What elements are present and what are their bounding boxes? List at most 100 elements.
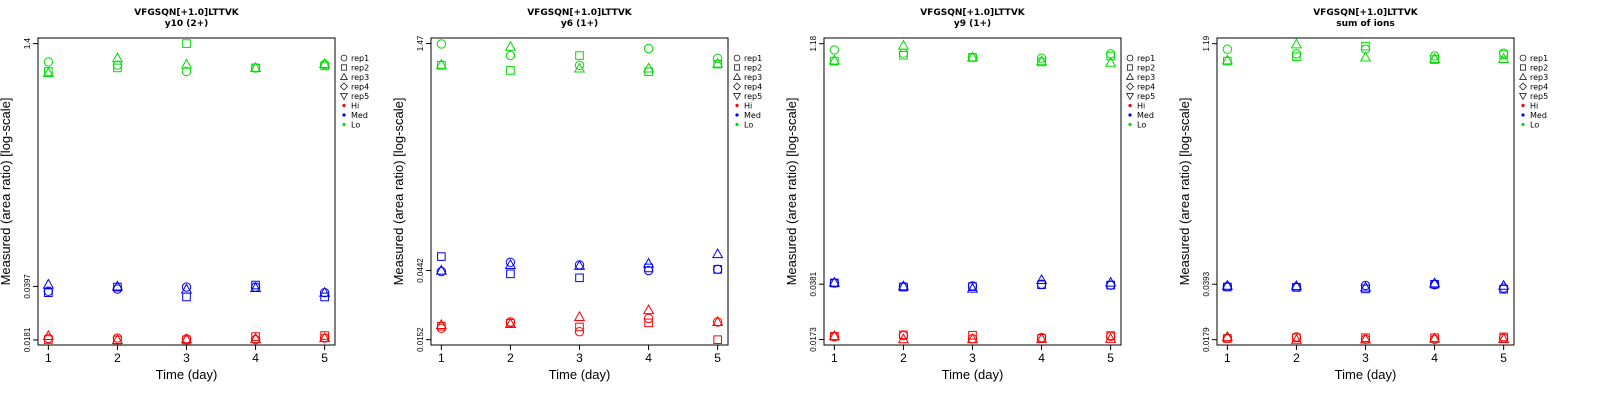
data-point-med — [1359, 281, 1372, 292]
data-point-hi — [182, 335, 191, 345]
legend-swatch — [342, 122, 346, 127]
data-point-hi — [574, 326, 585, 337]
data-point-lo — [504, 40, 517, 51]
legend-label: Med — [1530, 111, 1547, 120]
data-point-hi — [1428, 332, 1441, 343]
data-point-med — [899, 282, 908, 292]
chart-title: VFGSQN[+1.0]LTTVK — [527, 8, 633, 18]
data-point-hi — [643, 313, 654, 324]
data-point-lo — [506, 66, 515, 75]
data-point-med — [966, 282, 979, 293]
data-point-med — [251, 280, 260, 290]
data-point-med — [320, 292, 329, 302]
data-point-lo — [1106, 51, 1115, 61]
legend-swatch — [342, 103, 346, 108]
data-point-med — [574, 260, 585, 270]
x-axis-label: Time (day) — [942, 367, 1004, 382]
legend-label: rep4 — [1137, 83, 1155, 92]
y-axis-label: Measured (area ratio) [log-scale] — [391, 98, 406, 286]
legend-marker — [340, 64, 348, 71]
data-point-hi — [642, 304, 655, 315]
x-tick-label: 5 — [714, 351, 721, 365]
data-point-med — [1035, 273, 1048, 285]
legend-label: rep4 — [1530, 83, 1548, 92]
chart-title: VFGSQN[+1.0]LTTVK — [134, 8, 240, 18]
legend-marker — [1126, 54, 1134, 62]
y-axis-label: Measured (area ratio) [log-scale] — [784, 98, 799, 286]
legend-label: Lo — [351, 121, 360, 130]
data-point-med — [575, 273, 584, 283]
data-point-lo — [711, 57, 724, 68]
y-tick-label: 0.0181 — [23, 327, 32, 352]
data-point-lo — [642, 62, 655, 73]
data-point-med — [506, 269, 515, 279]
data-point-lo — [113, 63, 122, 73]
data-point-lo — [713, 59, 722, 69]
data-point-hi — [899, 330, 908, 340]
data-point-lo — [1291, 49, 1302, 59]
x-tick-label: 3 — [183, 351, 190, 365]
data-point-lo — [1428, 52, 1441, 63]
x-tick-label: 5 — [1500, 351, 1507, 365]
data-point-med — [830, 278, 839, 288]
data-points — [828, 39, 1117, 344]
data-point-med — [318, 286, 331, 297]
y-axis-label: Measured (area ratio) [log-scale] — [1177, 98, 1192, 286]
y-tick-label: 0.0381 — [809, 271, 818, 296]
data-point-lo — [43, 57, 54, 67]
data-point-med — [181, 282, 192, 292]
data-point-med — [1290, 280, 1303, 291]
data-point-lo — [1430, 55, 1439, 64]
data-point-lo — [1222, 44, 1233, 54]
legend-swatch — [1521, 122, 1525, 127]
data-point-hi — [1290, 333, 1303, 344]
data-point-hi — [573, 310, 586, 322]
data-point-lo — [1221, 54, 1234, 65]
data-point-hi — [42, 329, 55, 341]
data-point-lo — [249, 61, 262, 73]
data-point-med — [504, 258, 517, 270]
y-tick-label: 1.19 — [1202, 35, 1211, 51]
data-point-hi — [897, 333, 910, 344]
x-tick-label: 2 — [114, 351, 121, 365]
data-point-med — [113, 282, 122, 292]
data-point-lo — [1290, 38, 1303, 49]
x-axis-label: Time (day) — [1335, 367, 1397, 382]
x-tick-label: 4 — [1431, 351, 1438, 365]
legend-label: Hi — [1137, 102, 1145, 111]
data-point-med — [436, 266, 447, 277]
legend-label: rep2 — [744, 64, 762, 73]
legend-label: rep1 — [351, 54, 369, 63]
data-point-med — [711, 248, 724, 259]
data-point-lo — [1361, 41, 1370, 51]
legend-marker — [1519, 54, 1527, 62]
data-point-hi — [504, 317, 517, 328]
data-point-lo — [318, 57, 331, 68]
x-tick-label: 3 — [969, 351, 976, 365]
chart-subtitle: y10 (2+) — [165, 19, 209, 29]
legend-swatch — [342, 113, 346, 117]
data-point-med — [249, 281, 262, 293]
data-point-lo — [966, 51, 979, 62]
data-point-lo — [643, 43, 654, 54]
data-point-hi — [575, 322, 584, 332]
data-point-lo — [1037, 57, 1046, 67]
data-point-med — [897, 280, 910, 291]
legend-marker — [733, 82, 741, 91]
data-point-lo — [1359, 51, 1372, 62]
legend-swatch — [1128, 103, 1132, 108]
data-point-lo — [182, 39, 191, 48]
data-point-med — [435, 264, 448, 275]
data-point-lo — [1499, 50, 1508, 59]
data-point-hi — [968, 330, 977, 340]
x-tick-label: 3 — [1362, 351, 1369, 365]
legend-marker — [733, 64, 741, 71]
chart-subtitle: y6 (1+) — [561, 19, 598, 29]
data-point-med — [111, 280, 124, 291]
legend-label: Lo — [1137, 121, 1146, 130]
